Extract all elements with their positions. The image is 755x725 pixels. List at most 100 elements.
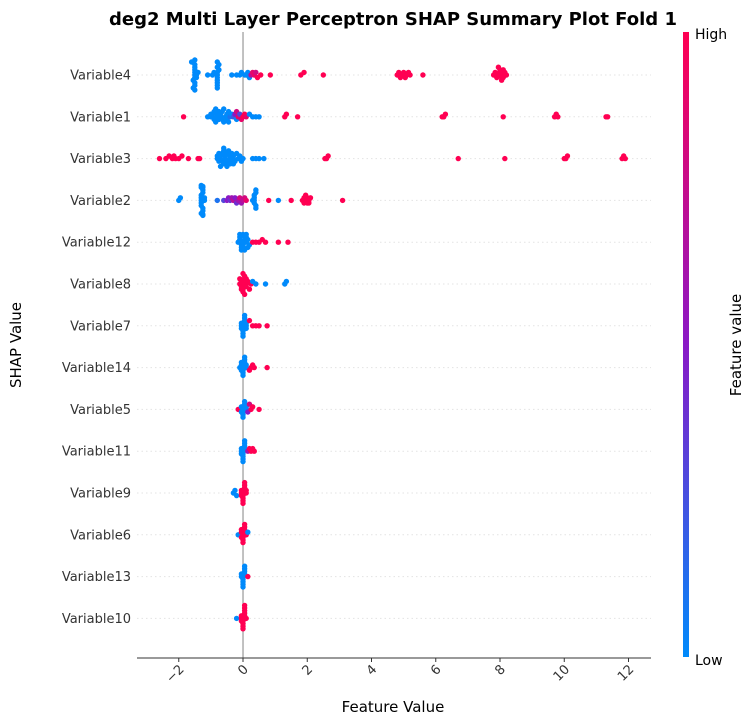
data-point-variable3 <box>502 155 508 162</box>
points-layer <box>156 57 628 632</box>
data-point-variable2 <box>275 197 282 204</box>
category-label-variable9: Variable9 <box>70 487 131 502</box>
colorbar-title: Feature value <box>727 294 745 396</box>
data-point-variable4 <box>229 72 235 78</box>
data-point-variable8 <box>237 276 243 282</box>
data-point-variable3 <box>325 153 331 159</box>
data-point-variable8 <box>241 291 248 298</box>
x-axis-label: Feature Value <box>342 698 445 716</box>
data-point-variable4 <box>253 69 259 76</box>
data-point-variable7 <box>243 325 249 332</box>
data-point-variable3 <box>221 145 227 151</box>
data-point-variable3 <box>185 155 192 162</box>
data-point-variable7 <box>264 323 270 329</box>
data-point-variable1 <box>500 114 506 120</box>
data-point-variable9 <box>243 487 249 494</box>
data-point-variable4 <box>214 59 221 65</box>
data-point-variable4 <box>267 72 274 78</box>
data-point-variable8 <box>240 270 246 277</box>
data-point-variable4 <box>257 72 264 78</box>
data-point-variable1 <box>221 106 227 112</box>
data-point-variable12 <box>262 239 269 245</box>
data-point-variable2 <box>266 197 272 204</box>
x-tick-label: 10 <box>551 662 573 684</box>
data-point-variable7 <box>246 317 253 324</box>
x-tick-label: 0 <box>235 662 251 678</box>
data-point-variable14 <box>243 362 249 368</box>
data-point-variable7 <box>241 312 248 319</box>
data-point-variable4 <box>498 77 505 83</box>
data-point-variable6 <box>240 539 246 546</box>
data-point-variable14 <box>241 354 248 360</box>
data-point-variable2 <box>214 197 221 204</box>
data-point-variable4 <box>204 72 211 78</box>
data-point-variable1 <box>180 114 187 120</box>
data-point-variable4 <box>192 57 198 63</box>
data-point-variable2 <box>243 197 249 204</box>
data-point-variable3 <box>622 155 628 162</box>
data-point-variable9 <box>233 492 240 499</box>
chart-title: deg2 Multi Layer Perceptron SHAP Summary… <box>109 9 677 30</box>
category-label-variable4: Variable4 <box>70 69 131 84</box>
data-point-variable2 <box>302 192 309 198</box>
data-point-variable3 <box>455 155 461 162</box>
data-point-variable2 <box>200 211 206 218</box>
data-point-variable2 <box>198 184 204 191</box>
data-point-variable4 <box>500 67 506 73</box>
data-point-variable10 <box>241 602 248 609</box>
category-label-variable8: Variable8 <box>70 278 131 293</box>
data-point-variable3 <box>217 163 224 170</box>
data-point-variable14 <box>240 372 246 379</box>
data-point-variable12 <box>285 239 291 245</box>
data-point-variable3 <box>230 161 237 167</box>
data-point-variable2 <box>339 197 346 204</box>
category-label-variable11: Variable11 <box>62 445 131 460</box>
category-label-variable3: Variable3 <box>70 152 131 167</box>
data-point-variable13 <box>238 571 245 577</box>
y-axis-label: SHAP Value <box>7 302 25 388</box>
data-point-variable8 <box>262 281 269 287</box>
data-point-variable5 <box>256 406 262 413</box>
data-point-variable4 <box>214 85 221 91</box>
data-point-variable3 <box>261 155 267 162</box>
data-point-variable10 <box>240 626 246 632</box>
data-point-variable1 <box>283 111 290 117</box>
category-label-variable6: Variable6 <box>70 528 131 543</box>
x-tick-label: −2 <box>163 662 187 686</box>
data-point-variable6 <box>238 526 245 533</box>
x-tick-label: 8 <box>492 662 508 678</box>
data-point-variable6 <box>241 521 248 528</box>
category-label-variable2: Variable2 <box>70 194 131 209</box>
data-point-variable4 <box>495 64 502 70</box>
data-point-variable4 <box>192 87 198 93</box>
data-point-variable3 <box>240 155 246 162</box>
data-point-variable9 <box>232 487 238 494</box>
data-point-variable12 <box>238 247 245 253</box>
data-point-variable11 <box>251 448 257 454</box>
data-point-variable3 <box>196 155 203 162</box>
data-point-variable8 <box>283 278 290 285</box>
category-labels: Variable4 Variable1 Variable3 Variable2 Vari… <box>62 69 131 627</box>
data-point-variable4 <box>420 72 426 78</box>
data-point-variable3 <box>564 153 571 159</box>
category-label-variable10: Variable10 <box>62 612 131 627</box>
category-label-variable1: Variable1 <box>70 110 131 125</box>
data-point-variable14 <box>264 364 270 371</box>
data-point-variable10 <box>233 615 240 622</box>
data-point-variable1 <box>256 114 262 120</box>
category-label-variable7: Variable7 <box>70 319 131 334</box>
data-point-variable9 <box>238 492 245 499</box>
data-point-variable10 <box>238 618 245 624</box>
colorbar-high-label: High <box>695 27 727 43</box>
data-point-variable11 <box>240 458 246 465</box>
category-label-variable12: Variable12 <box>62 236 131 251</box>
data-point-variable8 <box>246 286 253 292</box>
data-point-variable2 <box>253 205 259 211</box>
x-tick-label: 4 <box>364 662 380 678</box>
data-point-variable4 <box>193 74 200 81</box>
x-ticks: −2 0 2 4 6 8 10 12 <box>163 658 637 686</box>
x-tick-label: 2 <box>300 662 316 678</box>
data-point-variable7 <box>240 333 246 339</box>
colorbar <box>683 32 689 657</box>
